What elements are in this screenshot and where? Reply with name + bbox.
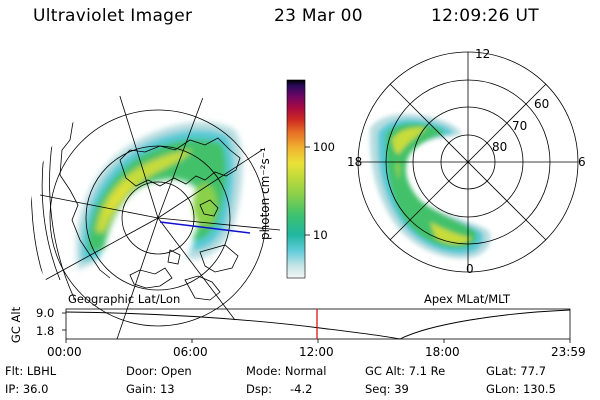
mlat-label-60: 60 [534, 97, 550, 111]
aurora-oval-geographic [76, 122, 243, 270]
door-readout: Door: Open [126, 364, 192, 378]
timeline-xtick-2359: 23:59 [551, 345, 586, 359]
colorbar-tick-100: 100 [313, 140, 335, 154]
colorbar [286, 79, 310, 279]
filter-readout: Flt: LBHL [5, 364, 57, 378]
mlt-label-12: 12 [475, 47, 491, 61]
timeline-xtick-1200: 12:00 [299, 345, 334, 359]
mlat-label-80: 80 [492, 140, 508, 154]
ip-readout: IP: 36.0 [5, 382, 49, 396]
seq-readout: Seq: 39 [365, 382, 409, 396]
timeline-xtick-1800: 18:00 [425, 345, 460, 359]
colorbar-tick-10: 10 [313, 228, 328, 242]
apex-grid [357, 51, 579, 273]
glon-readout: GLon: 130.5 [486, 382, 556, 396]
mlt-label-18: 18 [347, 155, 363, 169]
mode-readout: Mode: Normal [246, 364, 327, 378]
header-date: 23 Mar 00 [274, 6, 363, 26]
mlt-label-0: 0 [466, 262, 474, 276]
geographic-grid [31, 90, 281, 346]
gc-alt-readout: GC Alt: 7.1 Re [365, 364, 446, 378]
coastlines [59, 90, 241, 301]
glat-readout: GLat: 77.7 [486, 364, 547, 378]
dsp-label: Dsp: [246, 382, 273, 396]
apex-map-label: Apex MLat/MLT [424, 292, 511, 306]
timeline-ytick-high: 9.0 [36, 306, 55, 320]
geographic-map-label: Geographic Lat/Lon [68, 292, 181, 306]
header-time: 12:09:26 UT [431, 6, 539, 26]
colorbar-gradient [286, 79, 306, 279]
orbit-altitude-curve [65, 309, 571, 340]
mlt-label-6: 6 [578, 155, 586, 169]
dsp-value: -4.2 [290, 382, 313, 396]
instrument-title: Ultraviolet Imager [33, 6, 193, 26]
gain-readout: Gain: 13 [126, 382, 175, 396]
timeline-axis-label: GC Alt [9, 306, 23, 344]
timeline-xtick-0000: 00:00 [47, 345, 82, 359]
aurora-oval-apex [369, 113, 491, 259]
timeline-plot [62, 308, 571, 343]
timeline-ytick-low: 1.8 [36, 324, 55, 338]
colorbar-unit-label: photon cm⁻²s⁻¹ [258, 147, 272, 240]
mlat-label-70: 70 [512, 119, 528, 133]
apex-map [357, 51, 579, 273]
timeline-xtick-0600: 06:00 [173, 345, 208, 359]
terminator-line [159, 221, 251, 234]
